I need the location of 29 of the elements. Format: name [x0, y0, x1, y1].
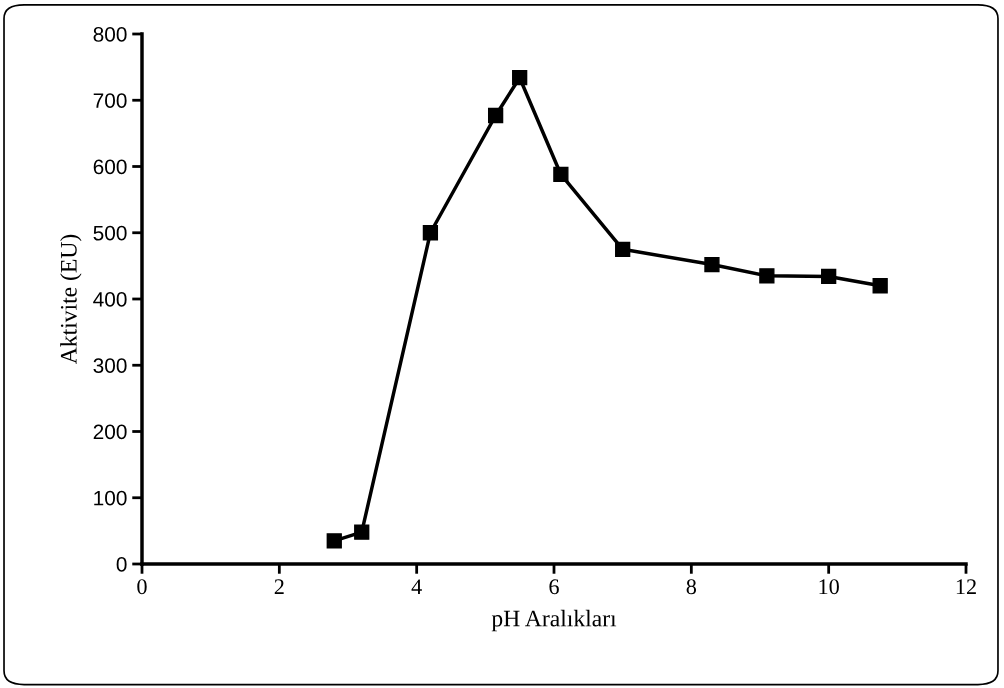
point: [326, 533, 342, 549]
y-tick-label: 700: [93, 93, 127, 108]
point: [354, 524, 370, 540]
point: [704, 256, 720, 273]
x-tick-label: 4: [411, 579, 422, 594]
x-tick-label: 0: [137, 579, 147, 595]
x-tick-label: 2: [274, 579, 284, 594]
point: [512, 70, 528, 86]
y-tick-label: 0: [116, 557, 127, 572]
point: [487, 107, 504, 124]
point: [759, 268, 775, 284]
y-tick-label: 500: [93, 225, 127, 241]
x-axis-title: pH Aralıkları: [491, 609, 617, 632]
x-tick-label: 6: [549, 579, 559, 595]
y-tick-label: 400: [93, 292, 127, 307]
point: [821, 268, 837, 285]
y-tick-label: 100: [94, 490, 127, 506]
point: [422, 225, 439, 241]
point: [553, 166, 569, 183]
point: [615, 241, 631, 257]
x-tick-label: 12: [956, 579, 976, 594]
x-tick-label: 10: [819, 579, 839, 595]
y-tick-label: 600: [93, 159, 127, 175]
y-axis-title: Aktivite (EU): [60, 234, 82, 365]
x-tick-label: 8: [686, 579, 697, 595]
point: [872, 278, 888, 294]
y-tick-label: 300: [93, 358, 127, 373]
y-tick-label: 200: [93, 424, 127, 440]
y-tick-label: 800: [93, 27, 127, 42]
